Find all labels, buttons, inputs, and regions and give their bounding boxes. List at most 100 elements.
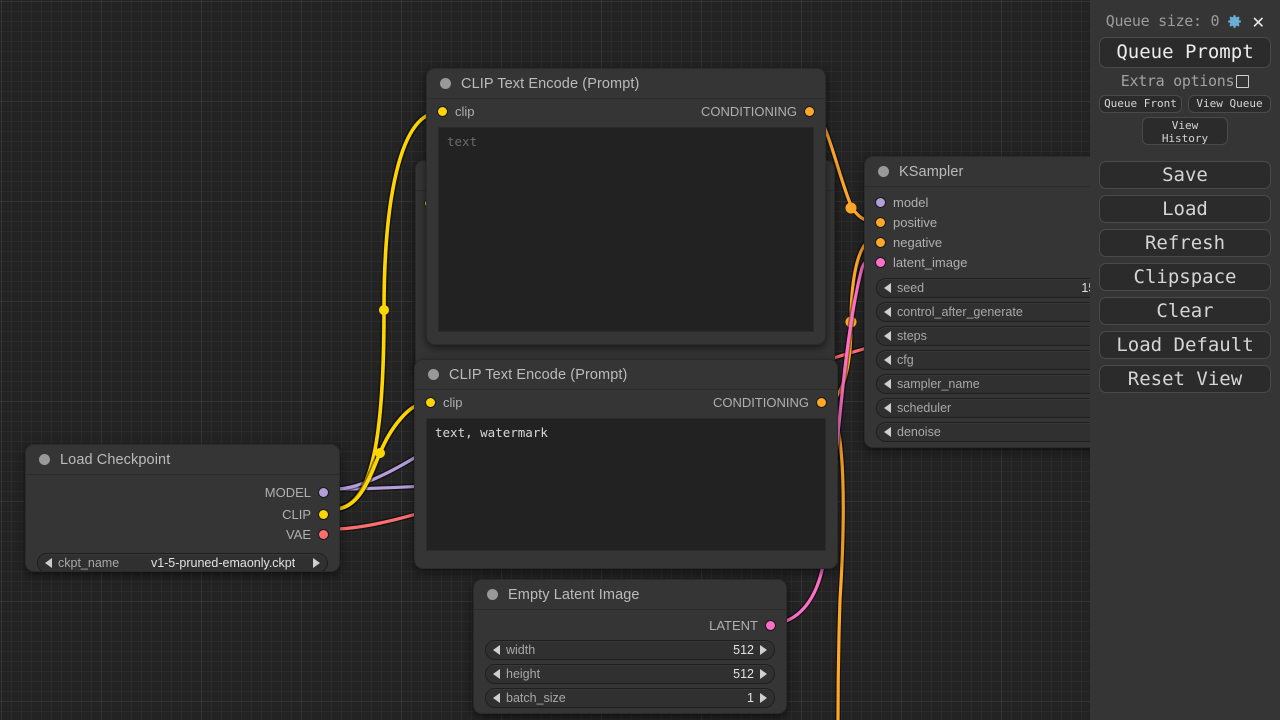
node-clip-text-encode-positive[interactable]: CLIP Text Encode (Prompt) clip CONDITION… (426, 68, 826, 345)
port-conditioning[interactable] (817, 397, 826, 407)
node-empty-latent-image[interactable]: Empty Latent Image LATENT width 512 (473, 579, 787, 714)
widget-label: cfg (897, 353, 914, 367)
prompt-textarea-negative[interactable]: text, watermark (426, 418, 826, 551)
decrement-arrow-icon[interactable] (884, 355, 891, 365)
output-slot-clip[interactable]: CLIP (282, 507, 328, 522)
port-negative[interactable] (876, 237, 885, 247)
widget-sampler-name[interactable]: sampler_name (876, 374, 1090, 394)
output-label-clip: CLIP (282, 506, 311, 522)
gear-icon[interactable] (1226, 13, 1243, 30)
load-default-button[interactable]: Load Default (1099, 331, 1271, 359)
widget-batch-size[interactable]: batch_size 1 (485, 688, 775, 708)
collapse-dot-icon[interactable] (428, 369, 439, 380)
collapse-dot-icon[interactable] (487, 589, 498, 600)
node-header[interactable]: CLIP Text Encode (Prompt) (427, 69, 825, 99)
widget-height[interactable]: height 512 (485, 664, 775, 684)
clipspace-button[interactable]: Clipspace (1099, 263, 1271, 291)
decrement-arrow-icon[interactable] (884, 307, 891, 317)
input-slot-model[interactable]: model (876, 195, 928, 210)
increment-arrow-icon[interactable] (313, 558, 320, 568)
node-body: MODEL CLIP VAE (26, 475, 339, 571)
wire-dot (379, 305, 389, 315)
collapse-dot-icon[interactable] (39, 454, 50, 465)
view-history-button[interactable]: View History (1142, 117, 1228, 145)
output-slot-latent[interactable]: LATENT (709, 618, 775, 633)
view-history-row: View History (1099, 117, 1271, 145)
widget-width[interactable]: width 512 (485, 640, 775, 660)
port-model[interactable] (319, 487, 328, 497)
widget-cfg[interactable]: cfg (876, 350, 1090, 370)
node-header[interactable]: CLIP Text Encode (Prompt) (415, 360, 837, 390)
decrement-arrow-icon[interactable] (884, 403, 891, 413)
port-conditioning[interactable] (805, 106, 814, 116)
slot-row-model: MODEL (37, 480, 328, 504)
increment-arrow-icon[interactable] (760, 669, 767, 679)
node-header[interactable]: Load Checkpoint (26, 445, 339, 475)
widget-seed[interactable]: seed 156680208 (876, 278, 1090, 298)
widget-label: batch_size (506, 691, 566, 705)
collapse-dot-icon[interactable] (440, 78, 451, 89)
extra-options-row[interactable]: Extra options (1099, 68, 1271, 94)
port-model[interactable] (876, 197, 885, 207)
graph-canvas[interactable]: CLIP Text Encode (Prompt) be bo CLIP Tex… (0, 0, 1090, 720)
save-button[interactable]: Save (1099, 161, 1271, 189)
load-button[interactable]: Load (1099, 195, 1271, 223)
wire-dot (845, 316, 857, 328)
extra-options-checkbox[interactable] (1236, 74, 1250, 88)
node-header[interactable]: KSampler (865, 157, 1090, 187)
widget-label: ckpt_name (58, 556, 120, 570)
collapse-dot-icon[interactable] (878, 166, 889, 177)
port-latent-image[interactable] (876, 257, 885, 267)
menu-topbar: Queue size: 0 ✕ (1099, 8, 1271, 34)
view-queue-button[interactable]: View Queue (1188, 95, 1271, 113)
widget-denoise[interactable]: denoise (876, 422, 1090, 442)
port-clip[interactable] (438, 106, 447, 116)
output-slot-conditioning[interactable]: CONDITIONING (713, 395, 826, 410)
node-body: clip CONDITIONING text (427, 99, 825, 342)
decrement-arrow-icon[interactable] (884, 427, 891, 437)
output-slot-conditioning[interactable]: CONDITIONING (701, 104, 814, 119)
close-icon[interactable]: ✕ (1252, 9, 1265, 33)
input-slot-negative[interactable]: negative (876, 235, 942, 250)
node-load-checkpoint[interactable]: Load Checkpoint MODEL CLIP (25, 444, 340, 572)
output-slot-vae[interactable]: VAE (286, 527, 328, 542)
decrement-arrow-icon[interactable] (493, 669, 500, 679)
reset-view-button[interactable]: Reset View (1099, 365, 1271, 393)
decrement-arrow-icon[interactable] (45, 558, 52, 568)
decrement-arrow-icon[interactable] (884, 283, 891, 293)
queue-front-button[interactable]: Queue Front (1099, 95, 1182, 113)
slot-row-vae: VAE (37, 524, 328, 544)
port-latent[interactable] (766, 620, 775, 630)
queue-prompt-button[interactable]: Queue Prompt (1099, 37, 1271, 68)
widget-value: 512 (733, 667, 754, 681)
widget-control-after-generate[interactable]: control_after_generate ran (876, 302, 1090, 322)
decrement-arrow-icon[interactable] (493, 645, 500, 655)
port-clip[interactable] (426, 397, 435, 407)
wire-dot (375, 448, 385, 458)
input-slot-latent-image[interactable]: latent_image (876, 255, 967, 270)
widget-steps[interactable]: steps (876, 326, 1090, 346)
port-positive[interactable] (876, 217, 885, 227)
prompt-textarea-positive[interactable]: text (438, 127, 814, 332)
node-ksampler[interactable]: KSampler model positive (864, 156, 1090, 448)
widget-scheduler[interactable]: scheduler (876, 398, 1090, 418)
input-slot-clip[interactable]: clip (426, 395, 463, 410)
node-clip-text-encode-negative[interactable]: CLIP Text Encode (Prompt) clip CONDITION… (414, 359, 838, 569)
input-slot-positive[interactable]: positive (876, 215, 937, 230)
node-header[interactable]: Empty Latent Image (474, 580, 786, 610)
refresh-button[interactable]: Refresh (1099, 229, 1271, 257)
increment-arrow-icon[interactable] (760, 645, 767, 655)
output-slot-model[interactable]: MODEL (265, 485, 328, 500)
slot-row-latent-image: latent_image (876, 252, 1090, 272)
decrement-arrow-icon[interactable] (884, 331, 891, 341)
node-body: model positive negative (865, 187, 1090, 447)
port-clip[interactable] (319, 509, 328, 519)
clear-button[interactable]: Clear (1099, 297, 1271, 325)
decrement-arrow-icon[interactable] (884, 379, 891, 389)
input-slot-clip[interactable]: clip (438, 104, 475, 119)
port-vae[interactable] (319, 529, 328, 539)
widget-label: denoise (897, 425, 941, 439)
widget-ckpt-name[interactable]: ckpt_name v1-5-pruned-emaonly.ckpt (37, 553, 328, 571)
increment-arrow-icon[interactable] (760, 693, 767, 703)
decrement-arrow-icon[interactable] (493, 693, 500, 703)
